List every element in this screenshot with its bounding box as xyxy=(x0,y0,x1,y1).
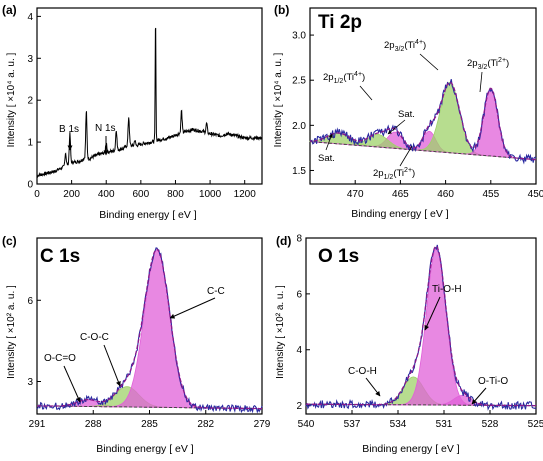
x-tick-label: 534 xyxy=(390,419,407,430)
x-tick-label: 450 xyxy=(528,189,543,200)
n1s-label: N 1s xyxy=(95,123,116,134)
plot-frame xyxy=(309,7,537,185)
x-tick-label: 800 xyxy=(167,189,184,200)
panel-a-ylabel: Intensity [ ×10⁴ a. u. ] xyxy=(6,52,17,147)
panel-b-ylabel: Intensity [ ×10⁴ a. u. ] xyxy=(273,52,284,147)
x-tick-label: 600 xyxy=(133,189,150,200)
svg-text:2p1/2(Ti2+): 2p1/2(Ti2+) xyxy=(373,167,415,181)
panel-c-title: C 1s xyxy=(40,246,80,267)
sat-label-lower: Sat. xyxy=(318,153,335,164)
label-coh: C-O-H xyxy=(348,366,377,377)
arrow-coc xyxy=(103,344,121,387)
y-tick-label: 2.0 xyxy=(292,121,306,132)
arrow-coh xyxy=(365,377,381,397)
label-otio: O-Ti-O xyxy=(478,376,508,387)
svg-text:2p3/2(Ti2+): 2p3/2(Ti2+) xyxy=(467,57,509,71)
o1s-plot: 540 537 534 531 528 525 2 4 6 8 xyxy=(296,234,543,431)
y-tick-label: 4 xyxy=(296,345,302,356)
label-oco: O-C=O xyxy=(44,353,76,364)
panel-b: (b) 470 465 460 455 450 1.5 2.0 2.5 3.0 Ti 2p Bi… xyxy=(273,3,543,220)
x-tick-label: 400 xyxy=(98,189,115,200)
panel-c-letter: (c) xyxy=(2,234,17,248)
y-tick-label: 3 xyxy=(27,377,33,388)
panel-a: (a) 0 200 400 600 800 1000 1200 0 1 2 3 4 Binding e… xyxy=(2,3,263,221)
x-tick-label: 279 xyxy=(254,419,271,430)
panel-a-xlabel: Binding energy [ eV ] xyxy=(99,209,197,221)
panel-b-letter: (b) xyxy=(274,3,289,17)
y-tick-label: 2 xyxy=(296,401,302,412)
arrow-oco xyxy=(63,365,81,403)
sat-arrow-upper xyxy=(387,119,406,135)
b1s-label: B 1s xyxy=(59,124,79,135)
x-tick-label: 291 xyxy=(29,419,46,430)
panel-b-xlabel: Binding energy [ eV ] xyxy=(351,208,449,220)
sat-arrow-lower xyxy=(325,133,333,151)
panel-c: (c) 291 288 285 282 279 3 6 C 1s Binding energ… xyxy=(2,234,271,455)
y-tick-label: 3.0 xyxy=(292,31,306,42)
x-tick-label: 0 xyxy=(34,189,40,200)
y-tick-label: 2.5 xyxy=(292,76,306,87)
background-line xyxy=(309,141,536,161)
panel-a-letter: (a) xyxy=(2,3,17,17)
survey-plot: 0 200 400 600 800 1000 1200 0 1 2 3 4 xyxy=(27,7,263,200)
label-cc: C-C xyxy=(207,286,225,297)
label-2p12-ti4: 2p1/2(Ti4+) xyxy=(323,71,373,101)
ti2p-plot: 470 465 460 455 450 1.5 2.0 2.5 3.0 xyxy=(292,7,543,200)
y-tick-label: 0 xyxy=(27,180,33,191)
arrow-tioh xyxy=(424,296,441,331)
y-tick-label: 6 xyxy=(27,296,33,307)
y-tick-label: 6 xyxy=(296,289,302,300)
panel-d-xlabel: Binding energy [ eV ] xyxy=(362,443,460,455)
plot-frame xyxy=(36,7,263,185)
x-tick-label: 531 xyxy=(436,419,453,430)
x-tick-label: 288 xyxy=(85,419,102,430)
label-2p12-ti2: 2p1/2(Ti2+) xyxy=(373,145,415,181)
y-tick-label: 3 xyxy=(27,54,33,65)
x-tick-label: 537 xyxy=(344,419,361,430)
svg-text:2p1/2(Ti4+): 2p1/2(Ti4+) xyxy=(323,71,365,85)
svg-text:2p3/2(Ti4+): 2p3/2(Ti4+) xyxy=(384,39,426,53)
panel-b-title: Ti 2p xyxy=(318,12,362,33)
label-coc: C-O-C xyxy=(80,332,109,343)
fit-envelope xyxy=(310,81,536,161)
panel-d-title: O 1s xyxy=(318,246,359,267)
x-tick-label: 540 xyxy=(298,419,315,430)
label-tioh: Ti-O-H xyxy=(432,284,462,295)
survey-line xyxy=(36,27,263,178)
x-tick-label: 1200 xyxy=(234,189,257,200)
y-tick-label: 1.5 xyxy=(292,166,306,177)
c1s-plot: 291 288 285 282 279 3 6 xyxy=(27,237,271,430)
panel-c-xlabel: Binding energy [ eV ] xyxy=(96,443,194,455)
y-tick-label: 4 xyxy=(27,12,33,23)
y-tick-label: 8 xyxy=(296,234,302,245)
sat-label-upper: Sat. xyxy=(398,109,415,120)
x-tick-label: 200 xyxy=(63,189,80,200)
x-tick-label: 282 xyxy=(197,419,214,430)
x-tick-label: 285 xyxy=(141,419,158,430)
fit-envelope xyxy=(306,245,536,407)
x-tick-label: 525 xyxy=(528,419,543,430)
y-tick-label: 2 xyxy=(27,96,33,107)
arrow-otio xyxy=(471,387,487,405)
panel-d: (d) 540 537 534 531 528 525 2 4 6 8 O 1s Binding … xyxy=(275,234,543,456)
panel-c-ylabel: Intensity [ ×10² a. u. ] xyxy=(6,285,17,379)
plot-frame xyxy=(305,237,537,415)
fit-envelope xyxy=(37,248,262,410)
arrow-cc xyxy=(169,297,216,319)
label-2p32-ti4: 2p3/2(Ti4+) xyxy=(384,39,439,71)
x-tick-label: 455 xyxy=(482,189,499,200)
y-tick-label: 1 xyxy=(27,138,33,149)
panel-d-ylabel: Intensity [ ×10² a. u. ] xyxy=(275,285,286,379)
label-2p32-ti2: 2p3/2(Ti2+) xyxy=(467,57,509,93)
x-tick-label: 465 xyxy=(392,189,409,200)
x-tick-label: 460 xyxy=(437,189,454,200)
panel-d-letter: (d) xyxy=(276,234,291,248)
x-tick-label: 528 xyxy=(482,419,499,430)
x-tick-label: 470 xyxy=(347,189,364,200)
x-tick-label: 1000 xyxy=(199,189,222,200)
